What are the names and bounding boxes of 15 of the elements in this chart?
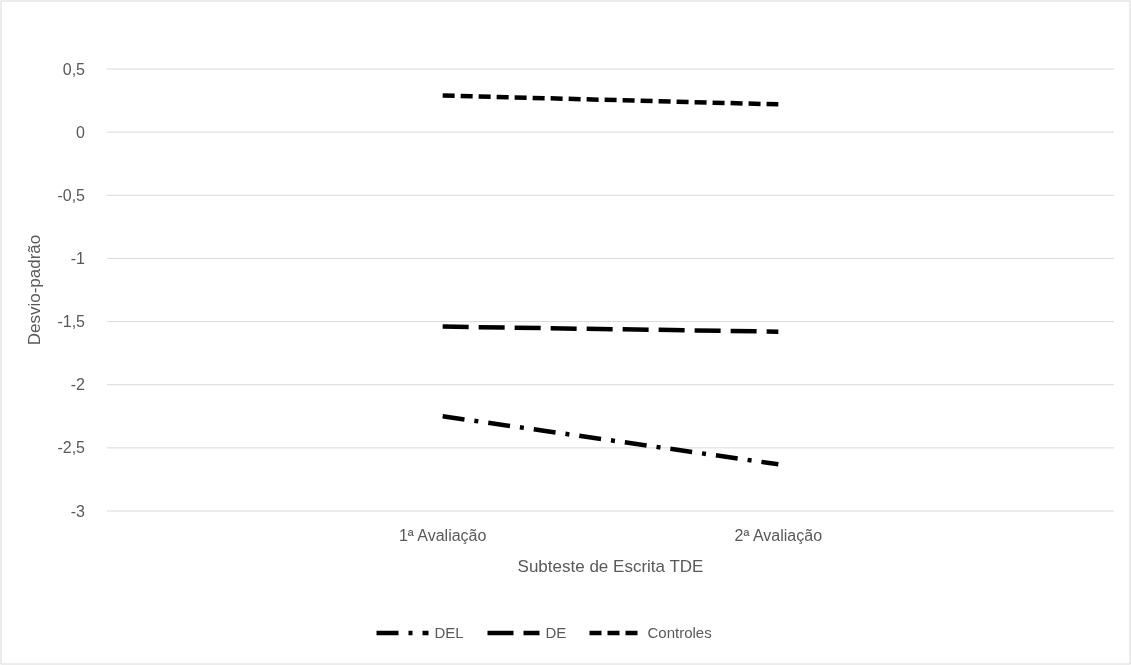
legend-label: DEL bbox=[434, 624, 464, 642]
x-tick-label: 2ª Avaliação bbox=[734, 527, 823, 544]
x-tick-label: 1ª Avaliação bbox=[398, 527, 487, 544]
y-tick-label: -2,5 bbox=[57, 439, 86, 457]
legend-label: Controles bbox=[647, 624, 712, 642]
x-axis-title: Subteste de Escrita TDE bbox=[517, 557, 704, 576]
y-tick-label: 0 bbox=[76, 123, 86, 141]
y-tick-label: -1,5 bbox=[57, 313, 86, 331]
y-tick-label: -1 bbox=[70, 250, 86, 268]
y-axis-title: Desvio-padrão bbox=[25, 234, 44, 346]
y-tick-label: -2 bbox=[70, 376, 86, 394]
y-tick-label: -0,5 bbox=[57, 186, 86, 204]
y-tick-label: -3 bbox=[70, 502, 86, 520]
legend-label: DE bbox=[545, 624, 567, 642]
y-tick-label: 0,5 bbox=[62, 60, 86, 78]
